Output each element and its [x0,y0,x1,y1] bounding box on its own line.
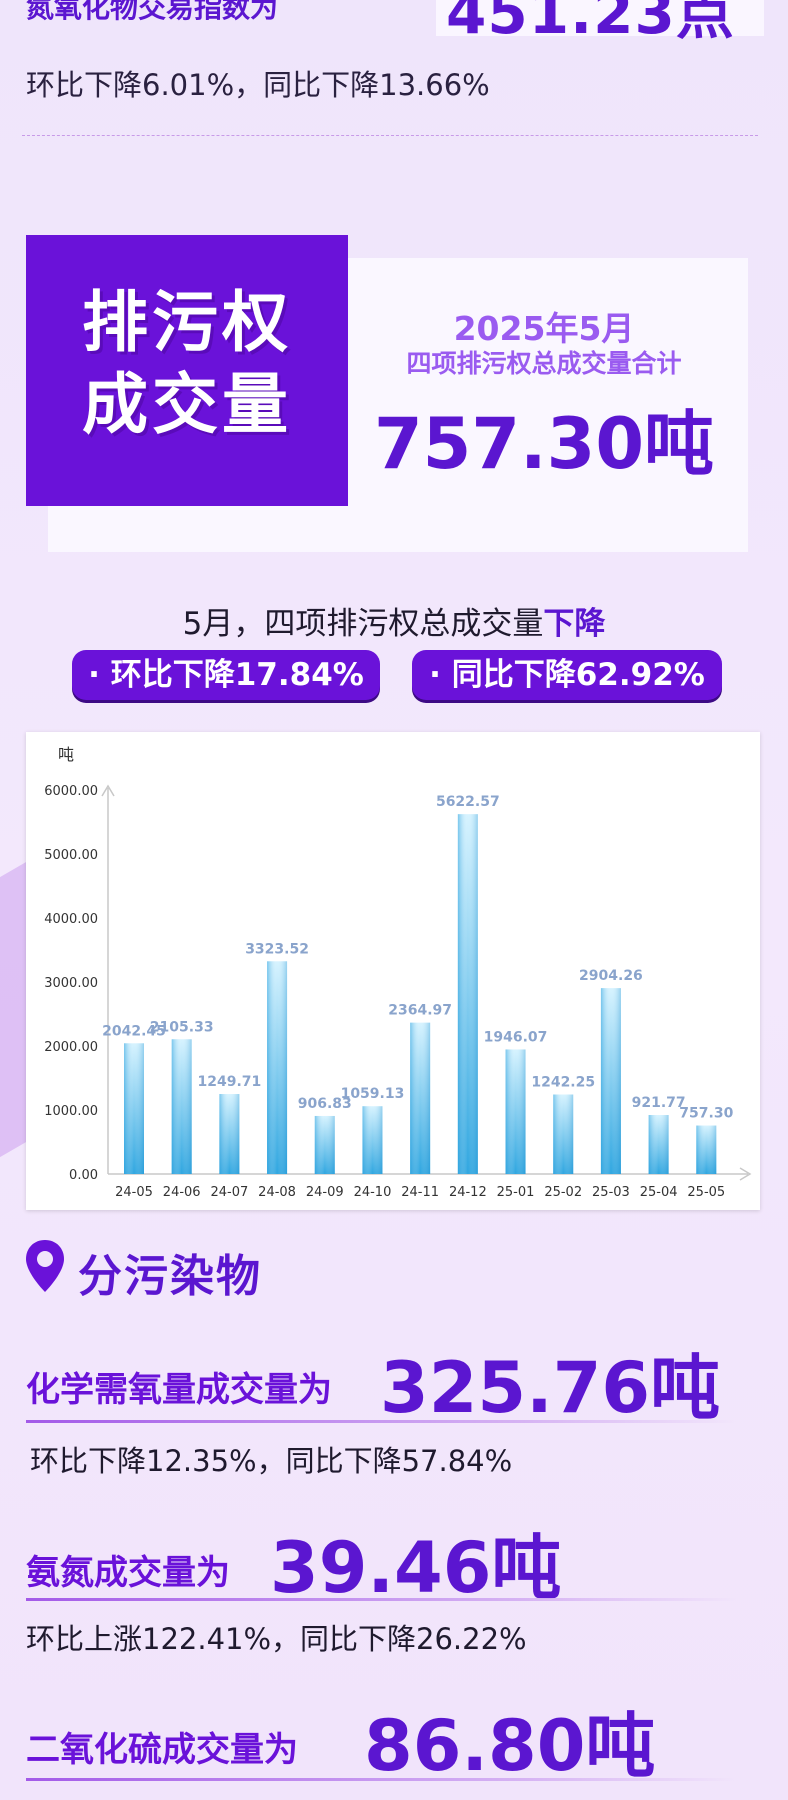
bar-shading [124,1043,144,1174]
y-tick-label: 4000.00 [44,912,98,927]
x-tick-label: 24-11 [401,1185,439,1200]
mom-pill: · 环比下降17.84% [72,650,380,700]
bar-shading [648,1115,669,1174]
bar-shading [362,1106,383,1174]
bar-chart: 吨 0.00 1000.00 2000.00 3000.00 4000.00 5000.00… [44,745,752,1200]
nox-index-box [436,0,764,36]
x-tick-label: 24-09 [306,1185,344,1200]
kpi-title-line2: 成交量 [82,366,292,443]
y-axis-arrow [101,784,115,797]
data-label: 1946.07 [484,1029,548,1045]
dashed-divider [22,135,758,136]
kpi-title-line1: 排污权 [82,284,292,361]
y-tick-label: 1000.00 [44,1104,98,1119]
nox-index-value: 451.23点 [446,0,735,47]
x-tick-label: 25-02 [544,1185,582,1200]
item-label: 氨氮成交量为 [26,1553,230,1593]
headline: 5月，四项排污权总成交量下降 [0,598,788,643]
nox-index-change: 环比下降6.01%，同比下降13.66% [26,68,490,102]
x-tick-label: 24-08 [258,1185,296,1200]
y-tick-label: 3000.00 [44,976,98,991]
data-label: 757.30 [679,1106,733,1122]
data-label: 3323.52 [245,941,309,957]
x-tick-label: 25-03 [592,1185,630,1200]
bar-shading [314,1115,335,1174]
x-tick-label: 24-06 [163,1185,201,1200]
bar-shading [553,1094,574,1174]
item-underline [26,1420,736,1423]
data-label: 2042.45 [102,1023,166,1039]
y-tick-label: 5000.00 [44,848,98,863]
x-tick-label: 24-12 [449,1185,487,1200]
x-tick-label: 24-10 [354,1185,392,1200]
nox-index-label: 氮氧化物交易指数为 [26,0,279,24]
y-tick-label: 6000.00 [44,784,98,799]
kpi-title: 排污权 成交量 [26,282,348,446]
item-value: 39.46吨 [270,1527,562,1609]
location-pin-icon [24,1238,66,1298]
bar-shading [505,1049,526,1174]
y-tick-label: 0.00 [69,1168,98,1183]
bar-shading [410,1022,431,1174]
item-label: 二氧化硫成交量为 [26,1730,298,1770]
item-change: 环比下降12.35%，同比下降57.84% [30,1444,513,1478]
bar-shading [457,814,478,1174]
data-label: 1242.25 [531,1074,595,1090]
kpi-date: 2025年5月 [453,309,635,348]
data-label: 2364.97 [388,1003,452,1019]
data-label: 5622.57 [436,794,500,810]
item-change: 环比上涨122.41%，同比下降26.22% [26,1622,527,1656]
bar-shading [267,961,288,1174]
data-label: 1249.71 [198,1074,262,1090]
data-label: 906.83 [298,1096,352,1112]
item-underline [26,1598,736,1601]
x-tick-label: 25-01 [497,1185,535,1200]
chart-card: 吨 0.00 1000.00 2000.00 3000.00 4000.00 5000.00… [26,732,760,1210]
data-label: 1059.13 [341,1086,405,1102]
item-value: 86.80吨 [364,1705,656,1787]
data-label: 921.77 [632,1095,686,1111]
headline-highlight: 下降 [543,606,606,642]
data-label: 2904.26 [579,968,643,984]
y-axis-title: 吨 [58,745,74,764]
x-tick-label: 24-07 [210,1185,248,1200]
bar-shading [219,1094,240,1174]
item-underline [26,1778,736,1781]
yoy-pill: · 同比下降62.92% [412,650,722,700]
x-tick-label: 24-05 [115,1185,153,1200]
x-tick-label: 25-05 [687,1185,725,1200]
section-title: 分污染物 [78,1251,262,1302]
kpi-title-box [26,235,348,506]
kpi-value: 757.30吨 [373,403,715,485]
x-axis-arrow [739,1167,752,1181]
bar-shading [600,988,621,1174]
data-label: 2105.33 [150,1019,214,1035]
y-tick-label: 2000.00 [44,1040,98,1055]
bar-shading [171,1039,192,1174]
bar-shading [696,1125,717,1174]
item-value: 325.76吨 [380,1347,721,1429]
headline-prefix: 5月，四项排污权总成交量 [182,606,544,642]
x-tick-label: 25-04 [640,1185,678,1200]
item-label: 化学需氧量成交量为 [26,1370,332,1410]
kpi-subtitle: 四项排污权总成交量合计 [406,349,682,378]
